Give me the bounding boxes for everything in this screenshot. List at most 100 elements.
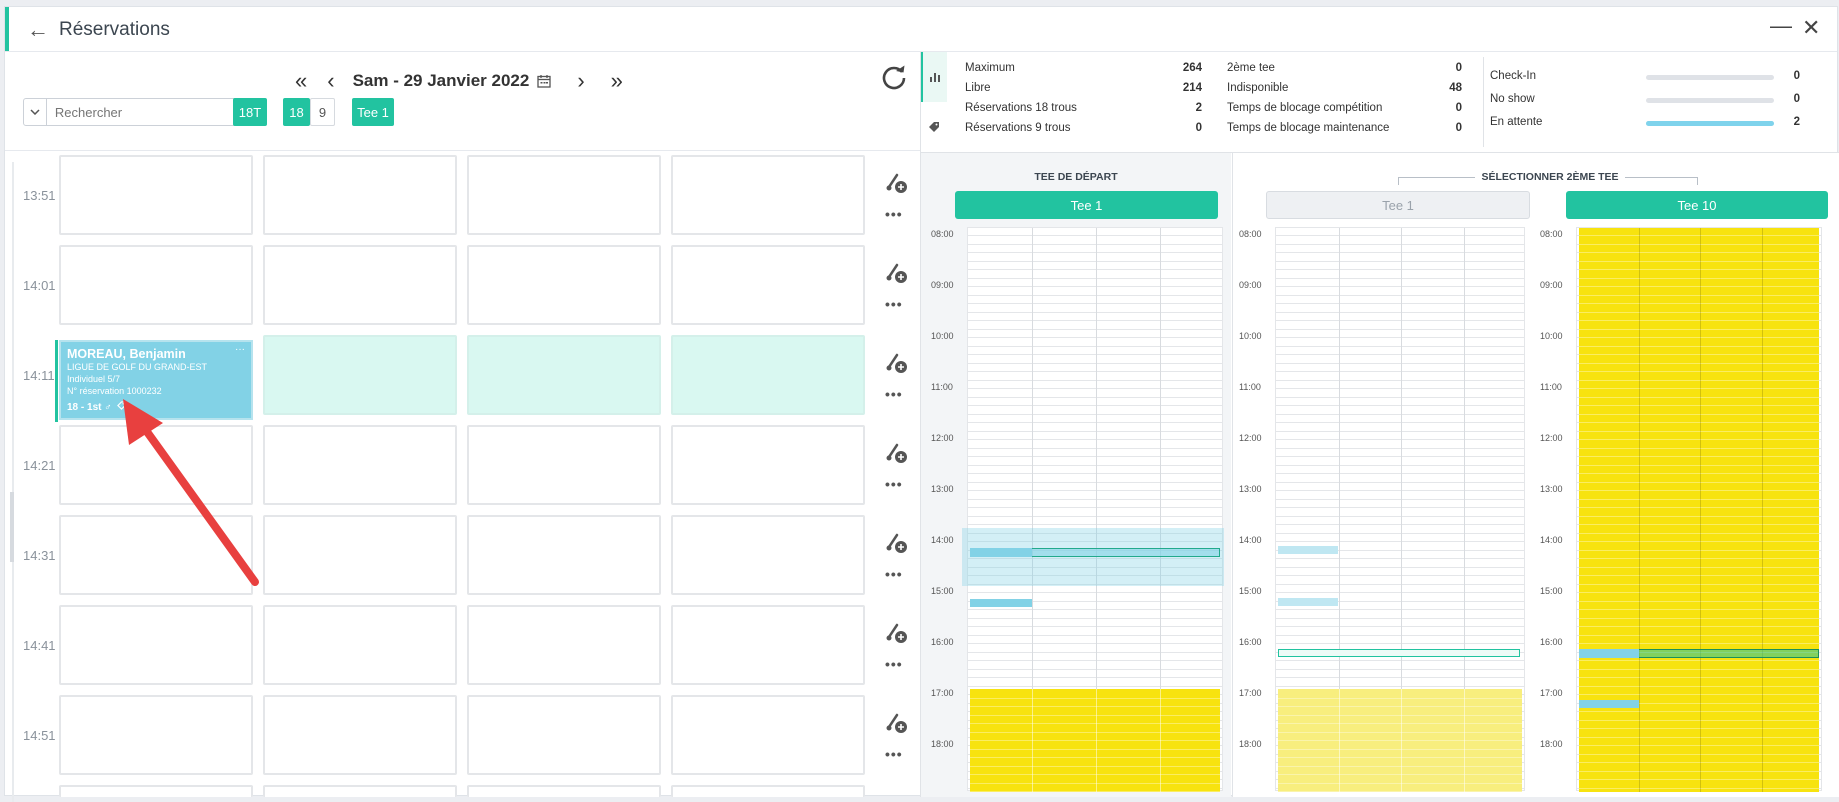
add-player-icon[interactable]: [885, 621, 909, 645]
more-options-icon[interactable]: •••: [885, 656, 903, 672]
grid-line: [1276, 243, 1524, 245]
grid-line: [1579, 439, 1819, 440]
search-input[interactable]: [46, 99, 231, 125]
scroll-thumb[interactable]: [10, 492, 14, 562]
grid-line: [1579, 328, 1819, 330]
more-options-icon[interactable]: •••: [885, 386, 903, 402]
grid-line: [970, 757, 1220, 758]
tee-time-slot[interactable]: [671, 605, 865, 685]
grid-line: [1276, 311, 1524, 313]
grid-line: [968, 507, 1222, 508]
first-page-icon[interactable]: «: [295, 68, 308, 93]
tee-time-slot[interactable]: [467, 245, 661, 325]
tee-time-slot[interactable]: [671, 695, 865, 775]
second-tee-a-button[interactable]: Tee 1: [1266, 191, 1530, 219]
tee-time-slot[interactable]: [467, 785, 661, 797]
last-page-icon[interactable]: »: [610, 68, 623, 93]
grid-line: [968, 345, 1222, 347]
tee-time-slot[interactable]: [263, 335, 457, 415]
tee-time-slot[interactable]: [59, 695, 253, 775]
tee-time-slot[interactable]: [263, 155, 457, 235]
tee-time-slot[interactable]: [263, 515, 457, 595]
tee-time-slot[interactable]: [59, 785, 253, 797]
filter-9-button[interactable]: 9: [310, 98, 335, 126]
player-name: MOREAU, Benjamin: [67, 347, 186, 361]
grid-line: [1579, 260, 1819, 262]
grid-line: [1579, 643, 1819, 644]
more-options-icon[interactable]: •••: [885, 296, 903, 312]
close-icon[interactable]: ✕: [1802, 15, 1821, 40]
tee-time-slot[interactable]: [467, 695, 661, 775]
back-arrow-icon[interactable]: ←: [27, 17, 49, 42]
add-player-icon[interactable]: [885, 351, 909, 375]
add-player-icon[interactable]: [885, 261, 909, 285]
tee-time-slot[interactable]: [671, 515, 865, 595]
grid-line: [968, 303, 1222, 304]
calendar-icon[interactable]: [537, 74, 551, 88]
tee-time-slot[interactable]: [59, 515, 253, 595]
tee-time-slot[interactable]: [263, 425, 457, 505]
hour-label: 18:00: [1239, 739, 1262, 749]
grid-line: [1579, 507, 1819, 508]
more-options-icon[interactable]: •••: [885, 206, 903, 222]
next-day-icon[interactable]: ›: [577, 68, 585, 93]
filter-18-button[interactable]: 18: [283, 98, 310, 126]
second-tee-b-button[interactable]: Tee 10: [1566, 191, 1828, 219]
tee-depart-button[interactable]: Tee 1: [955, 191, 1218, 219]
grid-line: [970, 740, 1220, 741]
tee-time-slot[interactable]: [263, 605, 457, 685]
tee-time-slot[interactable]: [671, 245, 865, 325]
tag-tab-icon[interactable]: [921, 102, 947, 152]
grid-line: [1579, 337, 1819, 338]
grid-line: [1278, 697, 1522, 699]
booking-block: [1278, 546, 1338, 554]
grid-line: [1276, 668, 1524, 670]
grid-line: [1276, 405, 1524, 406]
add-player-icon[interactable]: [885, 441, 909, 465]
hour-label: 11:00: [1239, 382, 1261, 392]
booking-number: N° réservation 1000232: [67, 386, 162, 396]
more-options-icon[interactable]: •••: [885, 476, 903, 492]
grid-line: [968, 328, 1222, 330]
tee-time-slot[interactable]: [671, 335, 865, 415]
tee-time-slot[interactable]: [467, 515, 661, 595]
add-player-icon[interactable]: [885, 531, 909, 555]
grid-line: [1579, 719, 1819, 721]
time-label: 14:01: [23, 278, 56, 293]
grid-line: [1579, 252, 1819, 253]
stats-tab-icon[interactable]: [921, 52, 947, 102]
tee-time-slot[interactable]: [263, 245, 457, 325]
tee-selector-button[interactable]: Tee 1: [352, 98, 394, 126]
more-options-icon[interactable]: •••: [885, 566, 903, 582]
grid-line: [1579, 592, 1819, 593]
stats-separator: [1483, 57, 1484, 147]
tee-time-slot[interactable]: [671, 155, 865, 235]
tee-time-slot[interactable]: [59, 605, 253, 685]
grid-line: [1579, 711, 1819, 712]
chevron-down-icon[interactable]: [24, 99, 47, 125]
grid-line: [1278, 748, 1522, 750]
tee-time-slot[interactable]: [467, 425, 661, 505]
tee-time-slot[interactable]: [59, 155, 253, 235]
tee-time-slot[interactable]: [263, 785, 457, 797]
tee-time-slot[interactable]: [671, 425, 865, 505]
prev-day-icon[interactable]: ‹: [327, 68, 335, 93]
add-player-icon[interactable]: [885, 711, 909, 735]
tee-time-slot[interactable]: [467, 605, 661, 685]
more-options-icon[interactable]: •••: [885, 746, 903, 762]
card-menu-icon[interactable]: ···: [235, 344, 245, 355]
add-player-icon[interactable]: [885, 171, 909, 195]
grid-line: [968, 286, 1222, 287]
tee-time-slot[interactable]: [59, 245, 253, 325]
grid-line: [1276, 260, 1524, 262]
tee-time-slot[interactable]: [467, 155, 661, 235]
tee-time-slot[interactable]: [671, 785, 865, 797]
filter-18t-button[interactable]: 18T: [233, 98, 267, 126]
stat-value: 0: [1793, 70, 1800, 82]
grid-line: [1579, 286, 1819, 287]
refresh-icon[interactable]: [881, 64, 907, 90]
tee-time-slot[interactable]: [263, 695, 457, 775]
grid-line: [1401, 689, 1402, 792]
minimize-icon[interactable]: —: [1770, 13, 1792, 38]
tee-time-slot[interactable]: [467, 335, 661, 415]
